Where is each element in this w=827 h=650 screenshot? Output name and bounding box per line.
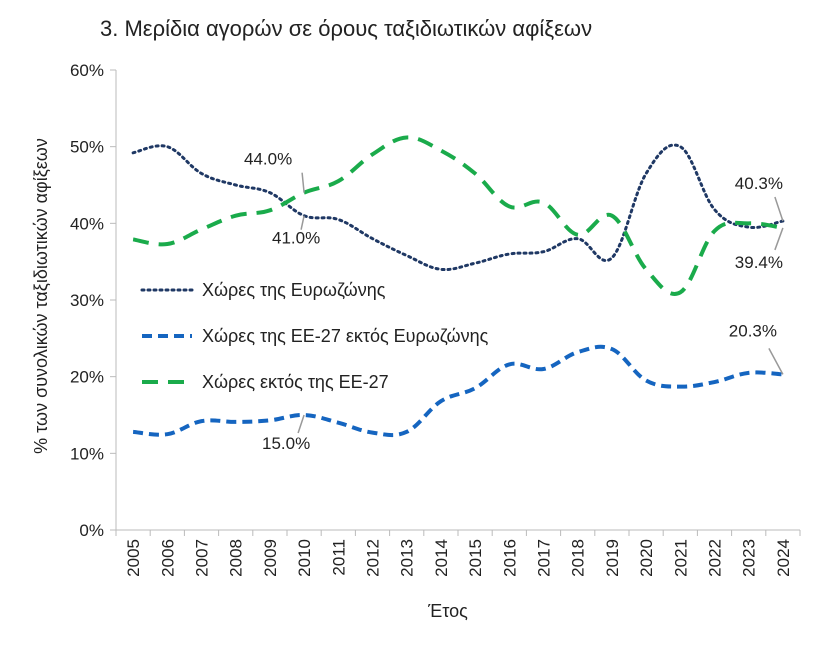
y-tick-label: 0%	[79, 521, 104, 540]
y-tick-label: 40%	[70, 214, 104, 233]
y-axis: 0% 10% 20% 30% 40% 50% 60%	[70, 61, 117, 540]
legend-label: Χώρες της ΕΕ-27 εκτός Ευρωζώνης	[202, 326, 489, 346]
series-line-1	[131, 143, 785, 272]
annotation-layer: 44.0% 41.0% 15.0% 40.3% 39.4% 20.3%	[244, 150, 784, 453]
annotation-leader	[774, 196, 784, 222]
data-label: 41.0%	[272, 229, 320, 248]
annotation-leader	[768, 348, 784, 375]
y-tick-label: 10%	[70, 444, 104, 463]
legend-label: Χώρες εκτός της ΕΕ-27	[202, 372, 389, 392]
x-axis-title: Έτος	[427, 601, 468, 621]
x-tick-label: 2006	[158, 539, 177, 577]
x-tick-label: 2016	[500, 539, 519, 577]
data-label: 39.4%	[735, 253, 783, 272]
x-tick-label: 2015	[466, 539, 485, 577]
data-label: 20.3%	[729, 321, 777, 340]
x-tick-label: 2021	[671, 539, 690, 577]
x-tick-label: 2008	[227, 539, 246, 577]
x-tick-label: 2019	[603, 539, 622, 577]
annotation-leader	[774, 227, 784, 251]
x-tick-label: 2009	[261, 539, 280, 577]
y-tick-label: 50%	[70, 138, 104, 157]
data-label: 40.3%	[735, 174, 783, 193]
x-tick-label: 2018	[569, 539, 588, 577]
data-label: 15.0%	[262, 434, 310, 453]
x-tick-label: 2012	[364, 539, 383, 577]
annotation-leader	[301, 172, 305, 193]
x-tick-label: 2022	[706, 539, 725, 577]
x-tick-label: 2017	[535, 539, 554, 577]
x-tick-label: 2007	[193, 539, 212, 577]
series-line-3	[132, 135, 784, 296]
x-tick-label: 2011	[329, 539, 348, 576]
legend: Χώρες της Ευρωζώνης Χώρες της ΕΕ-27 εκτός…	[140, 280, 489, 392]
annotation-leader	[297, 414, 305, 434]
x-tick-label: 2024	[774, 539, 793, 577]
x-tick-label: 2010	[295, 539, 314, 577]
y-axis-title: % των συνολικών ταξιδιωτικών αφίξεων	[31, 138, 51, 454]
x-tick-label: 2014	[432, 539, 451, 577]
y-tick-label: 60%	[70, 61, 104, 80]
data-label: 44.0%	[244, 150, 292, 169]
legend-label: Χώρες της Ευρωζώνης	[202, 280, 386, 300]
series-layer	[131, 135, 785, 438]
annotation-leader	[300, 215, 305, 230]
y-tick-label: 30%	[70, 291, 104, 310]
x-axis: 2005 2006 2007 2008 2009 2010 2011 2012 2013 2014…	[115, 529, 801, 577]
series-line-2	[132, 344, 784, 438]
x-tick-label: 2005	[124, 539, 143, 577]
x-tick-label: 2023	[740, 539, 759, 577]
x-tick-label: 2013	[398, 539, 417, 577]
y-tick-label: 20%	[70, 368, 104, 387]
x-tick-label: 2020	[637, 539, 656, 577]
chart-title: 3. Μερίδια αγορών σε όρους ταξιδιωτικών …	[100, 16, 592, 41]
